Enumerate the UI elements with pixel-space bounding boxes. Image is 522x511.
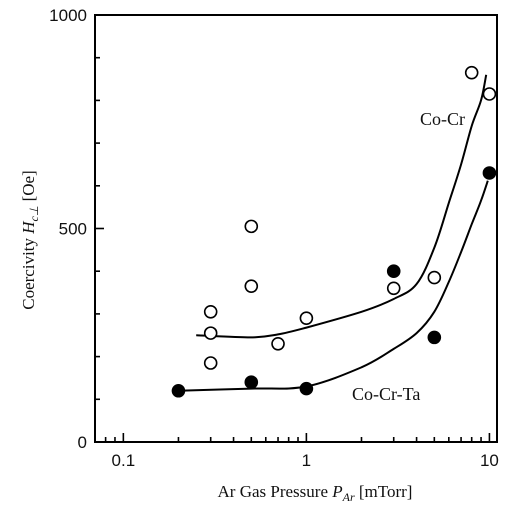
y-tick-label: 0 <box>78 433 87 452</box>
axis-ticks: 0.1 1 10 0 500 1000 <box>49 6 499 470</box>
filled-circle-point <box>388 265 400 277</box>
open-circle-point <box>205 327 217 339</box>
y-tick-label: 500 <box>59 220 87 239</box>
filled-circle-point <box>172 385 184 397</box>
open-circle-point <box>428 272 440 284</box>
x-axis-label: Ar Gas Pressure PAr [mTorr] <box>218 482 413 504</box>
x-tick-label: 10 <box>480 451 499 470</box>
open-circle-point <box>388 282 400 294</box>
series-label-co-cr-ta: Co-Cr-Ta <box>352 384 420 404</box>
trend-line-co-cr-ta <box>179 181 488 391</box>
open-circle-point <box>245 280 257 292</box>
open-circle-point <box>272 338 284 350</box>
series-label-co-cr: Co-Cr <box>420 109 465 129</box>
y-axis-label: Coercivity Hc⊥ [Oe] <box>19 170 41 309</box>
x-tick-label: 1 <box>302 451 311 470</box>
filled-circle-point <box>428 331 440 343</box>
open-circle-point <box>466 67 478 79</box>
open-circle-point <box>483 88 495 100</box>
open-circle-point <box>245 220 257 232</box>
plot-frame <box>95 15 497 442</box>
filled-circle-point <box>245 376 257 388</box>
y-tick-label: 1000 <box>49 6 87 25</box>
x-tick-label: 0.1 <box>112 451 136 470</box>
open-circle-point <box>205 306 217 318</box>
filled-circle-point <box>300 383 312 395</box>
filled-circle-point <box>483 167 495 179</box>
open-circle-point <box>205 357 217 369</box>
open-circle-point <box>300 312 312 324</box>
